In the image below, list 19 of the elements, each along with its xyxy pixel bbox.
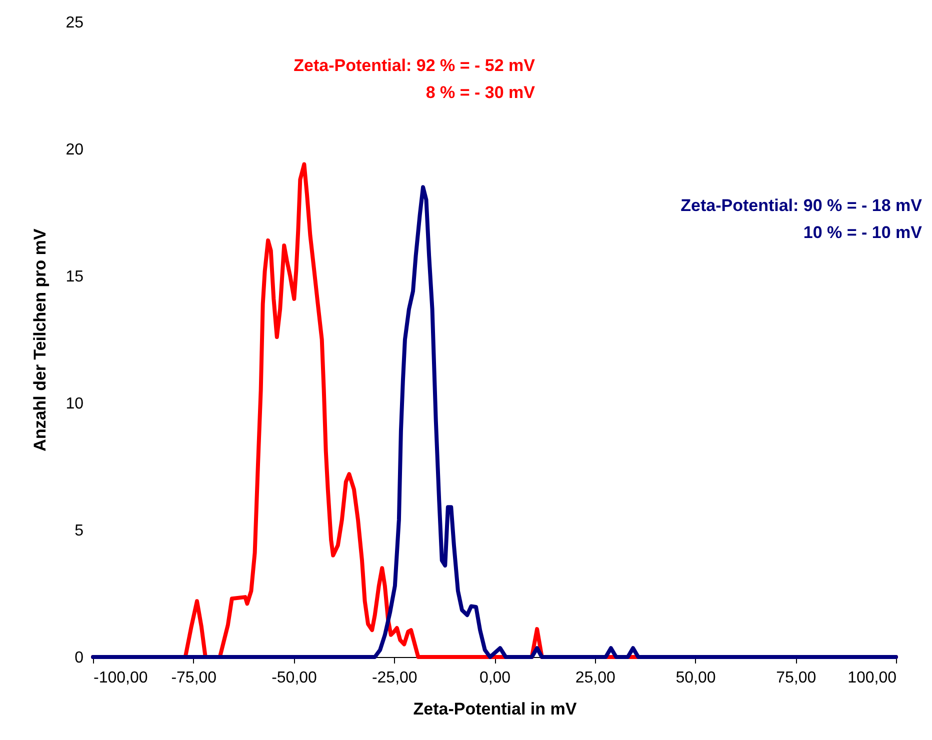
x-tick-label: -100,00 <box>94 670 148 686</box>
y-tick-label: 25 <box>66 14 84 32</box>
x-tick-label: 0,00 <box>479 670 511 686</box>
y-tick-label: 15 <box>66 268 84 286</box>
x-tick-label: 100,00 <box>848 670 897 686</box>
x-tick-label: 25,00 <box>575 670 616 686</box>
x-tick-label: 50,00 <box>676 670 716 686</box>
x-axis-title: Zeta-Potential in mV <box>413 700 578 718</box>
y-axis-title: Anzahl der Teilchen pro mV <box>30 228 50 452</box>
x-tick-label: -50,00 <box>272 670 318 686</box>
annotation: Zeta-Potential: 90 % = - 18 mV 10 % = - 10 mV <box>680 196 923 242</box>
x-tick-label: -75,00 <box>171 670 217 686</box>
x-tick-label: 75,00 <box>776 670 816 686</box>
y-tick-label: 10 <box>66 396 84 412</box>
x-tick-label: -25,00 <box>372 670 418 686</box>
y-tick-label: 20 <box>66 142 84 158</box>
annotation: Zeta-Potential: 92 % = - 52 mV 8 % = - 30 mV <box>294 56 536 102</box>
y-tick-label: 5 <box>74 522 84 540</box>
y-tick-label: 0 <box>74 650 84 666</box>
